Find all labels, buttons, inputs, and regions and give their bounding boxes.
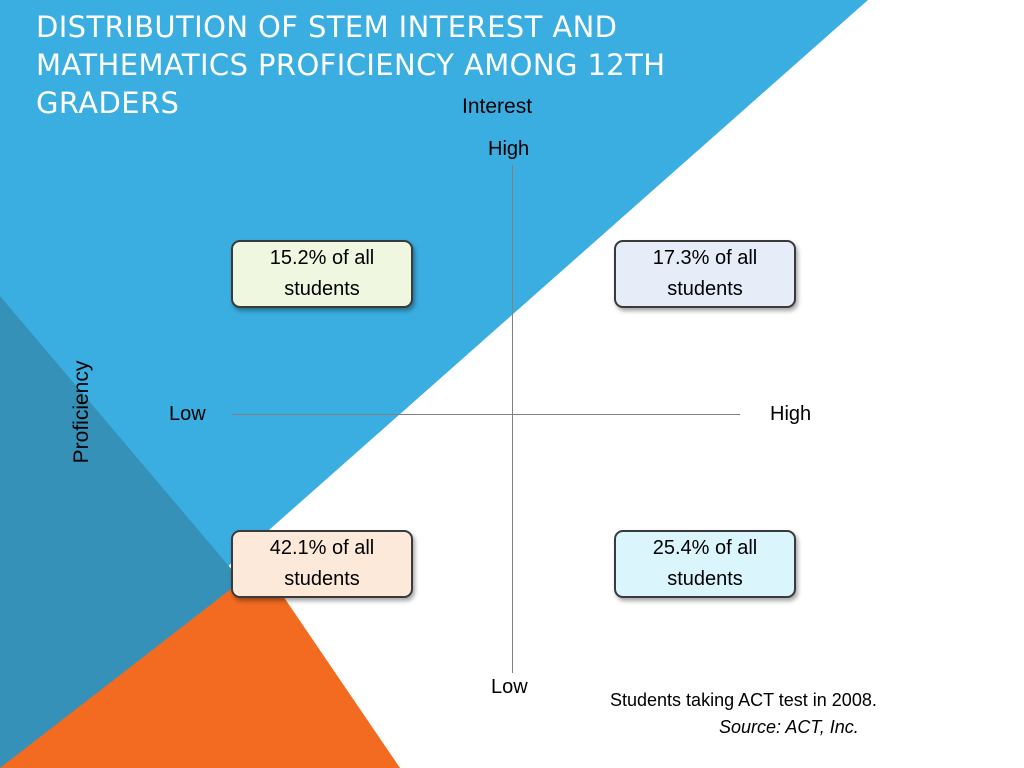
proficiency-high-label: High	[770, 403, 812, 425]
quadrant-bottom-left-text: 42.1% of all students	[269, 537, 375, 590]
orange-background-shape	[0, 565, 400, 768]
interest-high-label: High	[488, 138, 530, 160]
footnote-text: Students taking ACT test in 2008.	[610, 690, 877, 710]
quadrant-bottom-right-box: 25.4% of all students	[614, 530, 796, 598]
vertical-axis-line	[512, 165, 513, 673]
interest-low-label: Low	[491, 676, 528, 698]
quadrant-bottom-left-box: 42.1% of all students	[231, 530, 413, 598]
quadrant-top-right-box: 17.3% of all students	[614, 240, 796, 308]
quadrant-top-left-text: 15.2% of all students	[269, 247, 375, 300]
slide-title: Distribution of STEM Interest and Mathem…	[36, 10, 666, 120]
proficiency-low-label: Low	[169, 403, 206, 425]
quadrant-bottom-right-text: 25.4% of all students	[652, 537, 758, 590]
proficiency-axis-title: Proficiency	[70, 360, 93, 464]
footnote-source: Source: ACT, Inc.	[719, 717, 859, 737]
quadrant-top-right-text: 17.3% of all students	[652, 247, 758, 300]
interest-axis-title: Interest	[462, 95, 533, 118]
horizontal-axis-line	[232, 414, 740, 415]
quadrant-top-left-box: 15.2% of all students	[231, 240, 413, 308]
